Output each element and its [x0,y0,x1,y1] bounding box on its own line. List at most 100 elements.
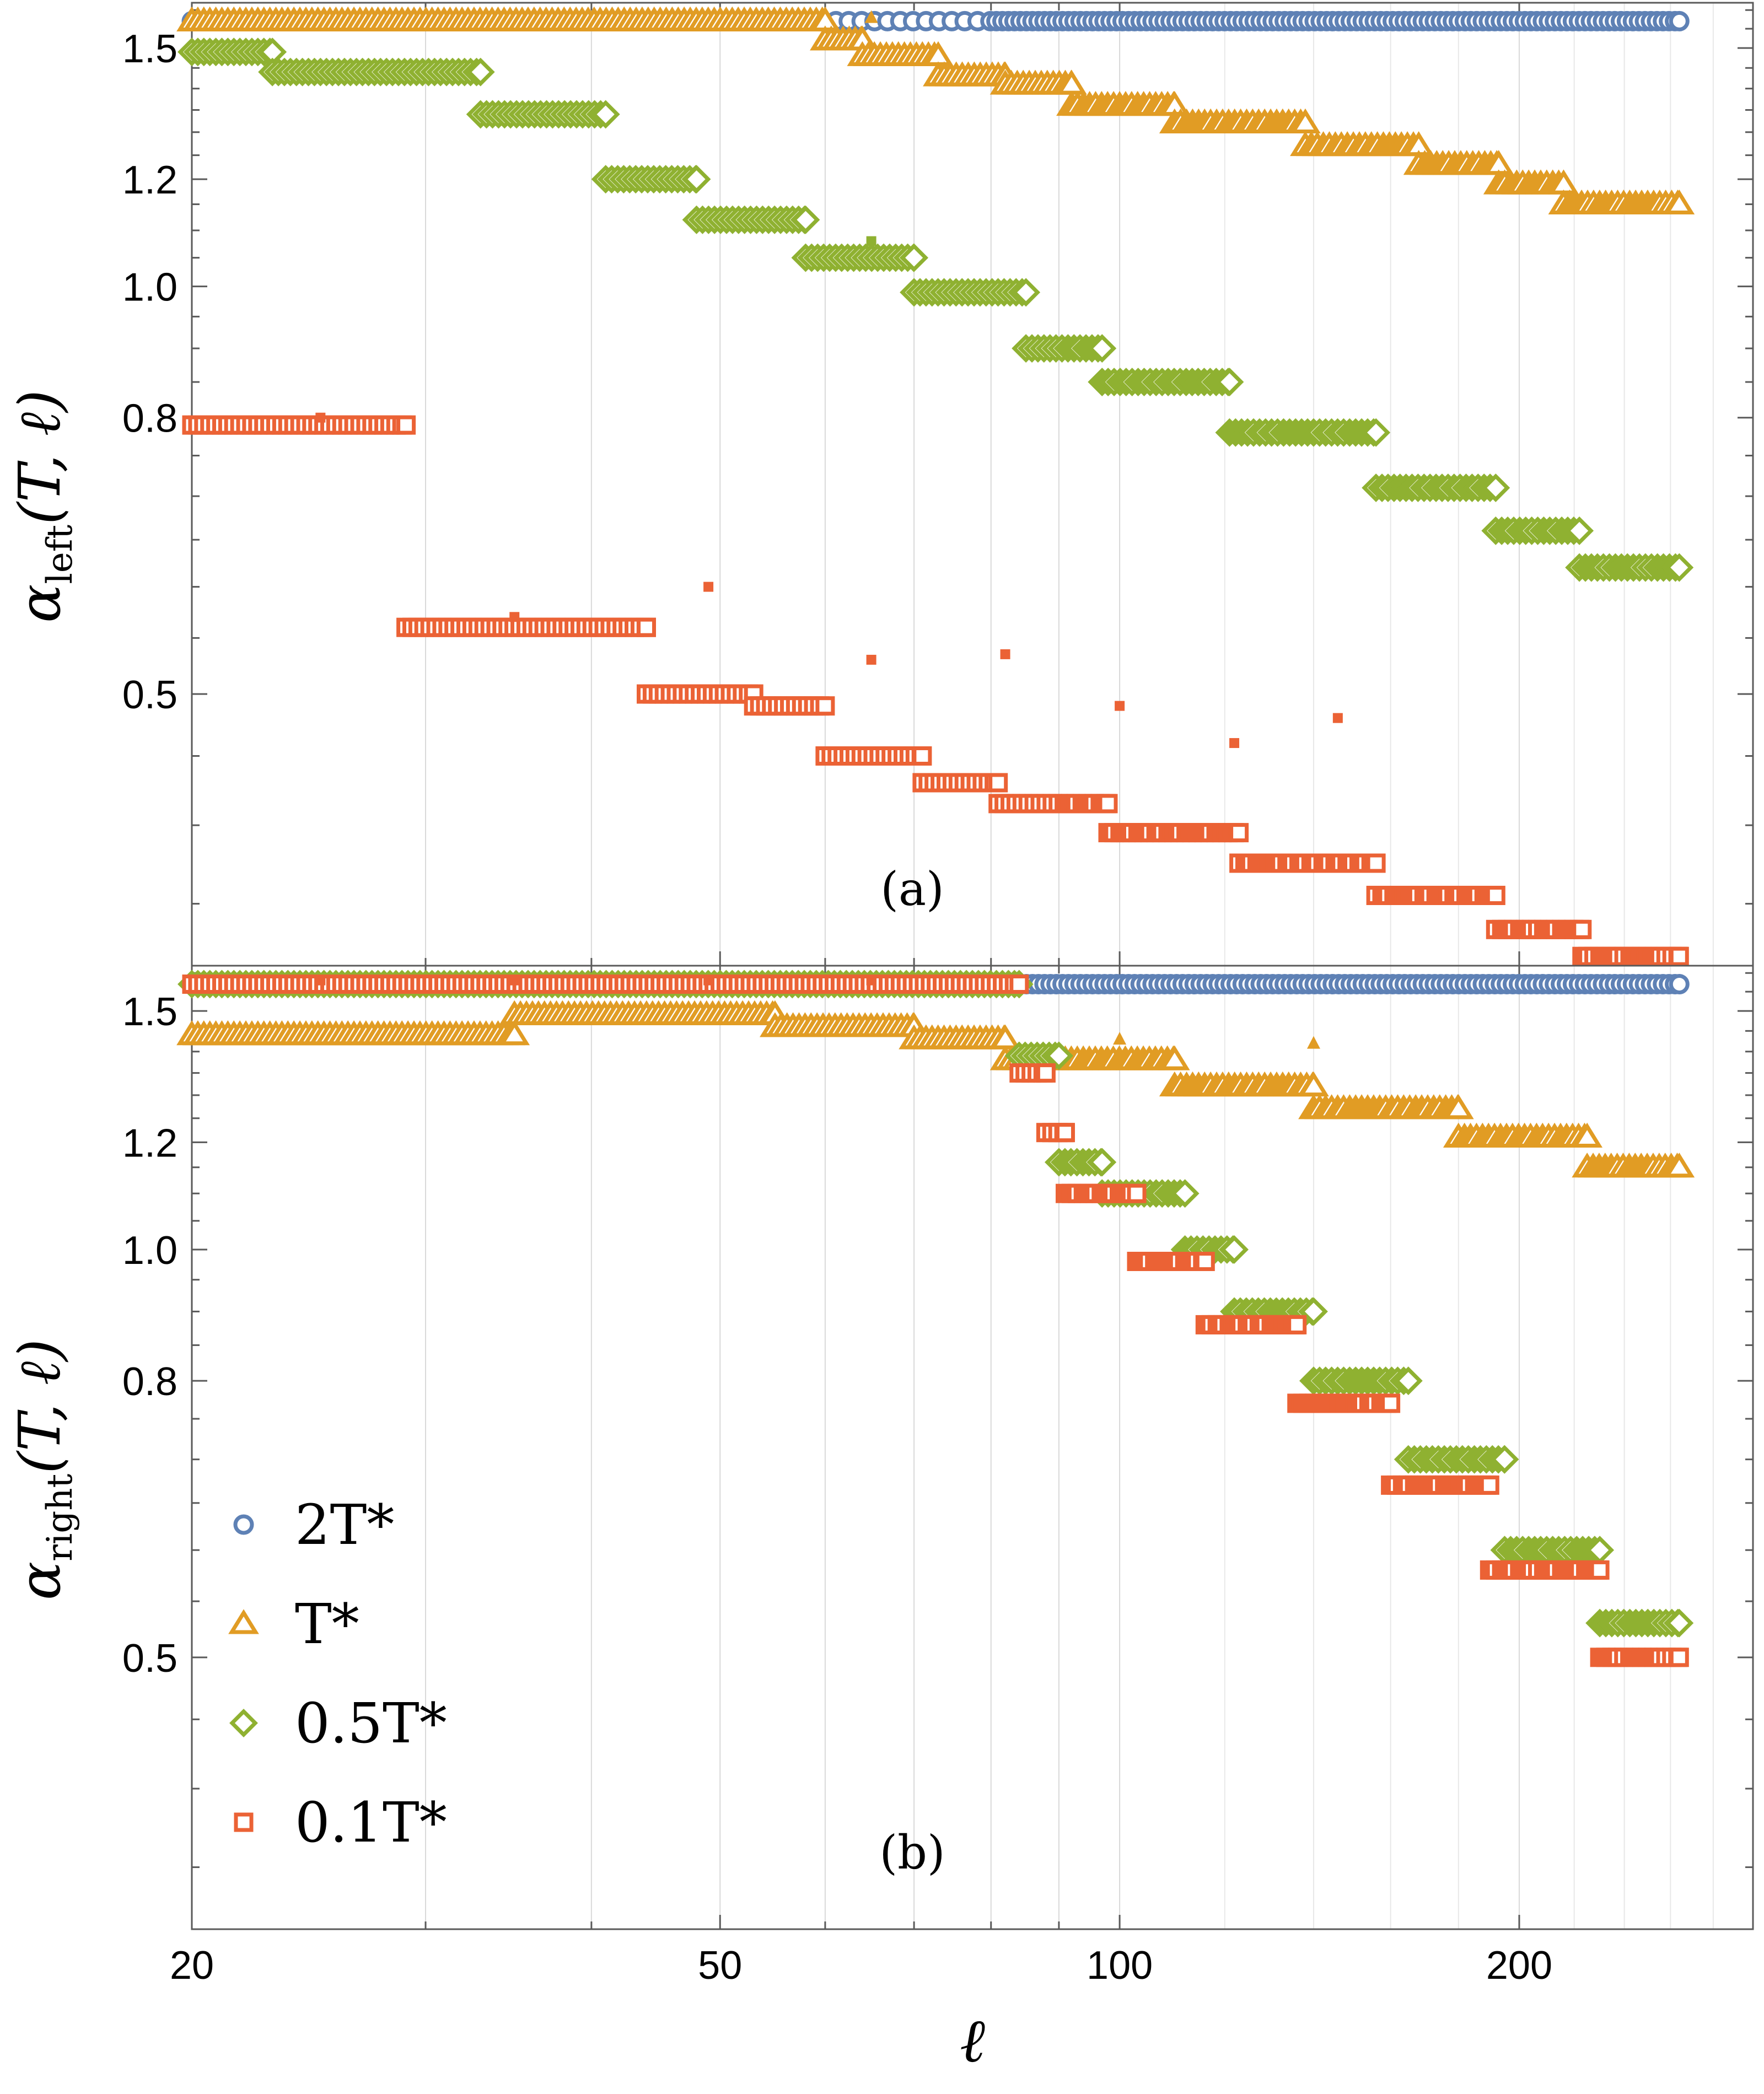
data-point [396,415,416,435]
y-axis-label-base: α [6,584,73,623]
outlier-point [703,975,714,986]
data-point [1362,418,1391,447]
y-tick-label: 1.5 [122,27,178,71]
legend-label: 2T* [295,1493,394,1557]
data-point [1669,974,1690,994]
y-axis-label-base: α [6,1562,73,1600]
legend-marker [233,1514,254,1535]
outlier-point [509,975,520,986]
outlier-point [1332,713,1343,723]
y-axis-label-sub: left [40,525,80,584]
outlier-point [509,612,520,622]
outlier-point [1229,738,1240,749]
data-point [1012,278,1041,307]
y-tick-label: 0.5 [122,673,178,717]
data-point [1159,1045,1190,1070]
data-point [1036,1063,1056,1083]
data-point [466,57,495,87]
data-point [1572,1122,1603,1148]
data-point [1056,1123,1075,1143]
series-tstar [176,6,1695,215]
data-point [1098,794,1118,814]
data-point [1665,1608,1694,1638]
data-point [1044,1041,1073,1070]
y-axis-label-args: (T, ℓ) [6,1339,73,1474]
x-tick-label: 20 [170,1944,214,1988]
y-axis-ticks: 0.5 0.8 1.0 1.2 1.5 [122,9,1753,905]
outlier-point [1115,701,1125,711]
outlier-point [864,10,878,23]
panel-b: 0.5 0.8 1.0 1.2 1.5 αright(T, ℓ) (b) [6,965,1754,1930]
legend-marker [229,1709,258,1737]
data-point [1490,1445,1519,1474]
x-axis-label: ℓ [960,2005,985,2076]
outlier-point [1113,1032,1127,1045]
data-point [637,617,656,637]
data-point [815,696,835,716]
data-point [1220,1235,1249,1264]
legend-marker [228,1609,259,1634]
data-point [1299,1297,1328,1326]
x-tick-label: 100 [1087,1944,1153,1988]
data-point [1572,919,1592,939]
data-point [791,205,820,234]
plot-frame [191,965,1754,1930]
legend-marker [234,1812,254,1832]
data-point [1565,516,1594,545]
data-point [1481,473,1510,502]
data-point [1669,1648,1689,1667]
y-tick-label: 1.2 [122,158,178,202]
data-point [1170,1179,1200,1208]
y-tick-label: 1.5 [122,990,178,1034]
grid-lines [425,966,1714,1929]
legend: 2T* T* 0.5T* 0.1T* [228,1493,447,1855]
outlier-point [866,975,876,986]
outlier-point [315,975,326,986]
data-point [591,100,620,129]
series-0p5tstar [178,37,1694,582]
outlier-point [703,582,714,592]
outlier-point [1306,1036,1320,1049]
y-axis-label: αleft(T, ℓ) [6,390,80,623]
data-point [900,243,929,272]
data-point [1366,853,1386,873]
data-point [912,746,932,766]
panel-a: 0.5 0.8 1.0 1.2 1.5 αleft(T, ℓ) (a) [6,2,1754,967]
data-point [1088,1148,1117,1177]
x-axis-labels: 20 50 100 200 ℓ [170,1944,1552,2076]
legend-label: 0.1T* [295,1790,447,1855]
data-point [1229,823,1249,843]
data-point [1590,1560,1610,1580]
y-tick-label: 1.0 [122,266,178,310]
x-tick-label: 200 [1486,1944,1552,1988]
data-point [1443,1094,1474,1119]
outlier-point [866,654,876,665]
y-axis-label: αright(T, ℓ) [6,1339,80,1600]
outlier-point [1000,649,1010,659]
data-point [1486,886,1505,905]
outlier-point [866,236,876,246]
data-point [1127,1183,1147,1203]
data-point [1664,1153,1695,1178]
data-point [1669,946,1689,966]
y-tick-label: 1.2 [122,1121,178,1165]
y-axis-ticks: 0.5 0.8 1.0 1.2 1.5 [122,972,1753,1869]
data-point [1287,1315,1307,1334]
data-point [1381,1393,1401,1413]
data-point [682,165,711,194]
outlier-point [315,412,326,423]
data-point [1664,189,1695,215]
data-point [1669,10,1690,31]
data-point [499,1020,530,1046]
series-tstar [176,1000,1695,1178]
data-point [1394,1366,1423,1396]
series-0p1tstar [182,975,1689,1667]
data-point [988,773,1008,793]
y-tick-label: 0.8 [122,397,178,441]
x-tick-label: 50 [698,1944,742,1988]
legend-entry-0p1tstar: 0.1T* [234,1790,447,1855]
y-tick-label: 0.5 [122,1637,178,1681]
panel-label: (a) [880,862,944,916]
